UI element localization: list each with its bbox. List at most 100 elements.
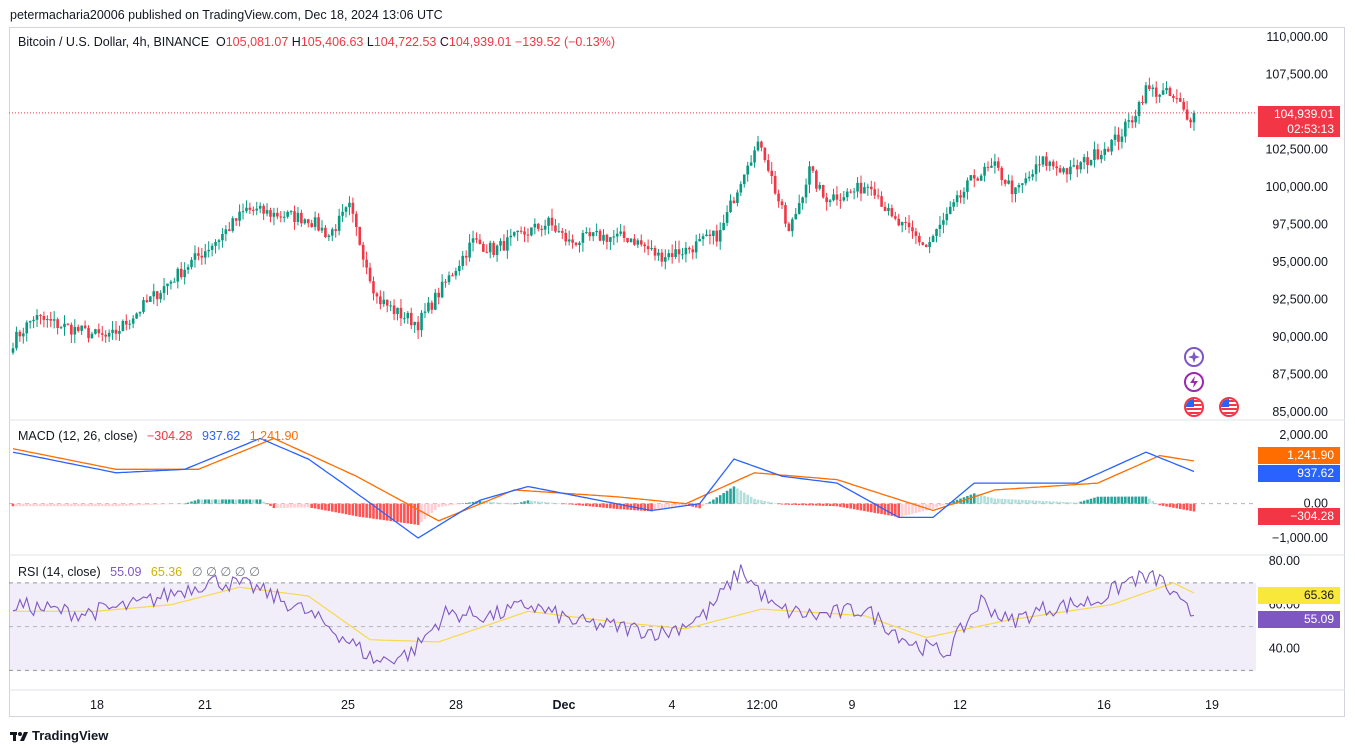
macd-histogram-bar [1144,496,1148,504]
candle [938,224,942,230]
candle [564,232,568,242]
macd-histogram-bar [983,495,986,504]
candle [866,186,870,188]
macd-histogram-bar [255,499,259,504]
macd-histogram-bar [1045,501,1048,504]
macd-histogram-bar [252,499,255,504]
candle [59,327,63,329]
candle [94,329,97,334]
candle [241,211,245,213]
candle [869,186,873,190]
candle [18,331,22,337]
candle [663,257,667,262]
candle [444,281,447,283]
macd-histogram-bar [897,503,901,518]
candle [701,236,705,240]
candle [375,293,379,297]
candle [1106,148,1110,152]
macd-histogram-bar [567,503,571,505]
macd-histogram-bar [320,503,324,510]
flash-icon[interactable] [1184,372,1204,392]
candle [1120,136,1124,142]
candle [698,239,701,242]
candle [935,229,938,237]
candle [650,248,653,250]
candle [52,319,56,321]
us-flag-icon-right[interactable] [1219,397,1239,417]
candle [190,259,193,268]
candle [166,283,169,287]
candle [646,246,650,250]
macd-histogram-bar [1062,501,1065,504]
candle [262,205,265,214]
macd-histogram-bar [423,503,427,519]
macd-histogram-bar [615,503,619,509]
candle [471,238,475,243]
candle [100,333,104,335]
macd-histogram-bar [869,503,873,513]
candle [231,218,235,231]
macd-histogram-bar [612,503,616,509]
macd-histogram-bar [114,503,118,507]
macd-histogram-bar [547,502,550,504]
macd-histogram-bar [904,503,907,516]
candle [530,227,533,236]
rsi-axis-label: 40.00 [1269,641,1300,655]
macd-histogram-bar [681,503,684,506]
compass-icon[interactable] [1184,347,1204,367]
candle [842,197,846,201]
macd-histogram-bar [413,503,416,525]
candle [162,286,166,294]
macd-histogram-bar [595,503,598,507]
candle [639,240,643,245]
macd-legend-macd: 937.62 [202,429,241,443]
candle [876,195,880,197]
us-flag-icon[interactable] [1184,397,1204,417]
macd-histogram-bar [433,503,437,511]
candle [1154,87,1158,97]
candle [725,212,729,223]
candle [732,200,736,204]
candle [427,302,430,312]
macd-histogram-bar [863,503,866,512]
price-axis-label: 97,500.00 [1272,218,1328,232]
macd-histogram-bar [279,503,283,508]
macd-histogram-bar [591,503,595,507]
macd-histogram-bar [179,503,183,505]
candle [567,239,571,242]
candle [1041,156,1045,165]
macd-histogram-bar [945,503,949,505]
candle [1127,120,1131,122]
candle [557,231,561,233]
candle [602,234,605,241]
candle [856,182,859,192]
macd-histogram-bar [1048,501,1052,504]
macd-histogram-bar [485,501,489,504]
candle [780,201,784,206]
candle [1141,102,1144,104]
macd-histogram-bar [327,503,331,512]
candle [736,192,739,204]
candle [900,221,904,226]
candle [835,194,839,200]
macd-histogram-bar [722,492,725,504]
candle [811,166,815,171]
macd-histogram-bar [1141,496,1144,504]
macd-histogram-bar [1075,502,1079,504]
candle [722,222,725,230]
candle [111,329,114,333]
macd-histogram-bar [1079,501,1083,504]
candle [595,230,598,233]
macd-histogram-bar [571,503,574,505]
macd-histogram-bar [265,503,269,505]
candle [1110,139,1113,152]
candle [121,320,125,331]
candle [1010,180,1014,195]
macd-histogram-bar [1172,503,1175,508]
tradingview-logo[interactable]: TradingView [10,728,108,743]
candle [214,242,217,246]
candle [1065,168,1069,175]
candle [149,296,152,302]
candle [684,247,688,255]
